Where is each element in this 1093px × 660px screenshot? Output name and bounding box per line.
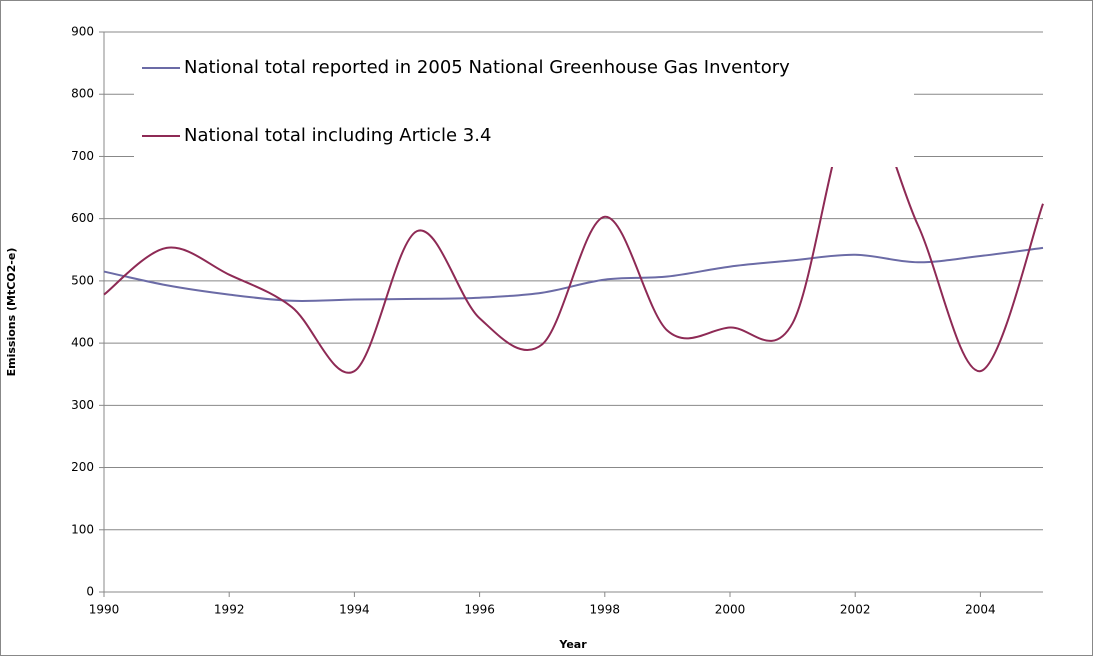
y-tick-label: 800 xyxy=(71,87,94,101)
x-tick-label: 2002 xyxy=(840,603,871,617)
y-axis-title: Emissions (MtCO2-e) xyxy=(5,248,18,377)
x-tick-label: 1996 xyxy=(464,603,495,617)
y-tick-label: 400 xyxy=(71,336,94,350)
x-tick-label: 1998 xyxy=(590,603,621,617)
x-tick-label: 2004 xyxy=(965,603,996,617)
x-tick-label: 1994 xyxy=(339,603,370,617)
y-tick-label: 900 xyxy=(71,25,94,39)
legend-label: National total including Article 3.4 xyxy=(184,125,491,146)
y-tick-label: 100 xyxy=(71,522,94,536)
y-tick-label: 500 xyxy=(71,273,94,287)
legend-box xyxy=(134,37,914,167)
y-tick-label: 200 xyxy=(71,460,94,474)
y-tick-label: 600 xyxy=(71,211,94,225)
x-tick-label: 1992 xyxy=(214,603,245,617)
x-tick-label: 1990 xyxy=(89,603,120,617)
y-tick-label: 300 xyxy=(71,398,94,412)
y-tick-label: 0 xyxy=(86,585,94,599)
x-axis-title: Year xyxy=(558,638,587,651)
x-tick-label: 2000 xyxy=(715,603,746,617)
legend-label: National total reported in 2005 National… xyxy=(184,57,790,78)
series-line xyxy=(103,97,1044,374)
y-tick-label: 700 xyxy=(71,149,94,163)
